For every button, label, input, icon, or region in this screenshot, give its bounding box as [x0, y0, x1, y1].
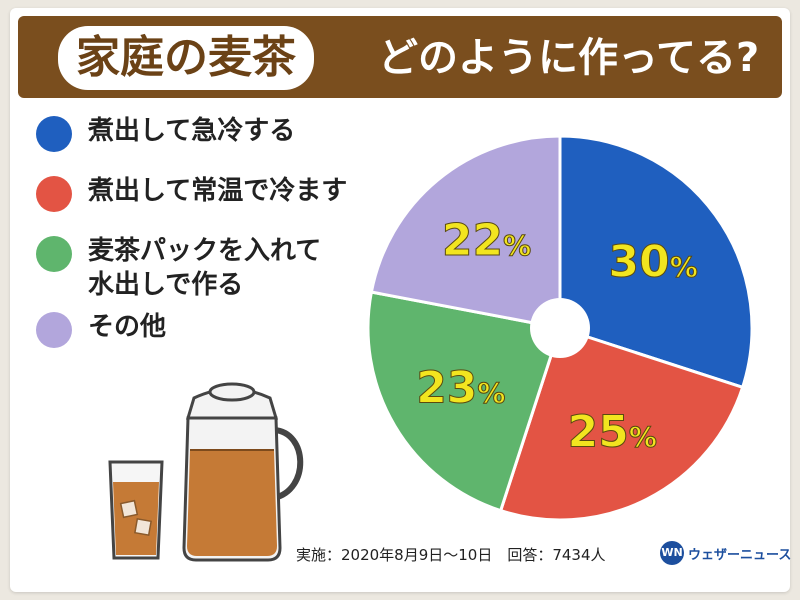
pie-data-label: 22%: [442, 215, 531, 266]
legend-item-boil-quick-cool: 煮出して急冷する: [36, 112, 396, 172]
chart-legend: 煮出して急冷する 煮出して常温で冷ます 麦茶パックを入れて 水出しで作る その他: [36, 112, 396, 368]
logo-mark: WN: [660, 541, 684, 565]
pie-data-label: 30%: [609, 236, 698, 287]
title-banner: 家庭の麦茶 どのように作ってる?: [18, 16, 782, 98]
legend-label: 麦茶パックを入れて 水出しで作る: [88, 236, 322, 300]
pie-chart: 30% 25% 23% 22%: [366, 134, 754, 522]
pie-data-label: 25%: [568, 407, 657, 458]
pie-slice: [369, 134, 562, 330]
logo-text: ウェザーニュース: [688, 547, 792, 563]
legend-swatch: [36, 176, 72, 212]
page-title: 家庭の麦茶: [58, 26, 314, 90]
page-subtitle: どのように作ってる?: [378, 35, 760, 81]
legend-label: 煮出して常温で冷ます: [88, 176, 348, 206]
legend-item-boil-room-temp: 煮出して常温で冷ます: [36, 172, 396, 232]
pie-slice: [366, 290, 562, 513]
legend-label: 煮出して急冷する: [88, 116, 296, 146]
legend-swatch: [36, 312, 72, 348]
weathernews-logo: WN ウェザーニュース: [660, 540, 791, 566]
legend-item-other: その他: [36, 308, 396, 368]
legend-label: その他: [88, 312, 167, 342]
pie-center-hole: [530, 298, 590, 358]
survey-note: 実施：2020年8月9日〜10日 回答：7434人: [296, 546, 606, 564]
pie-slice: [558, 134, 754, 390]
legend-item-cold-brew: 麦茶パックを入れて 水出しで作る: [36, 232, 396, 308]
pie-slice: [498, 326, 745, 522]
legend-swatch: [36, 236, 72, 272]
legend-swatch: [36, 116, 72, 152]
pie-data-label: 23%: [416, 363, 505, 414]
barley-tea-pitcher-glass-icon: [108, 382, 304, 562]
